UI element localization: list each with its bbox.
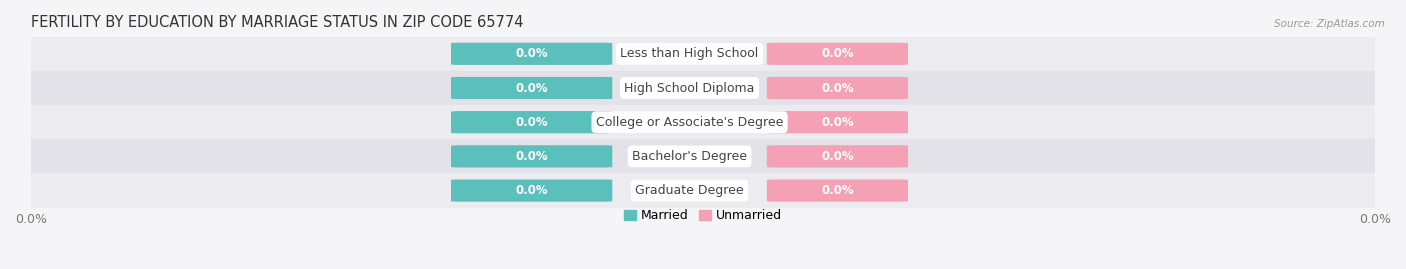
Text: 0.0%: 0.0% — [516, 82, 548, 94]
Text: 0.0%: 0.0% — [821, 116, 853, 129]
Bar — [31, 71, 1375, 105]
Text: 0.0%: 0.0% — [821, 82, 853, 94]
FancyBboxPatch shape — [451, 111, 612, 133]
Text: Graduate Degree: Graduate Degree — [636, 184, 744, 197]
Text: 0.0%: 0.0% — [516, 150, 548, 163]
Bar — [31, 174, 1375, 208]
FancyBboxPatch shape — [766, 43, 908, 65]
Text: 0.0%: 0.0% — [516, 116, 548, 129]
Bar — [31, 105, 1375, 139]
FancyBboxPatch shape — [451, 77, 612, 99]
FancyBboxPatch shape — [766, 77, 908, 99]
Text: Source: ZipAtlas.com: Source: ZipAtlas.com — [1274, 19, 1385, 29]
FancyBboxPatch shape — [766, 179, 908, 202]
Legend: Married, Unmarried: Married, Unmarried — [619, 204, 787, 227]
Text: 0.0%: 0.0% — [821, 47, 853, 60]
Text: College or Associate's Degree: College or Associate's Degree — [596, 116, 783, 129]
Text: Bachelor's Degree: Bachelor's Degree — [633, 150, 747, 163]
Text: Less than High School: Less than High School — [620, 47, 759, 60]
Text: 0.0%: 0.0% — [821, 184, 853, 197]
Text: 0.0%: 0.0% — [821, 150, 853, 163]
FancyBboxPatch shape — [451, 43, 612, 65]
FancyBboxPatch shape — [766, 145, 908, 168]
Text: 0.0%: 0.0% — [516, 47, 548, 60]
Text: FERTILITY BY EDUCATION BY MARRIAGE STATUS IN ZIP CODE 65774: FERTILITY BY EDUCATION BY MARRIAGE STATU… — [31, 15, 523, 30]
FancyBboxPatch shape — [766, 111, 908, 133]
FancyBboxPatch shape — [451, 145, 612, 168]
FancyBboxPatch shape — [451, 179, 612, 202]
Bar — [31, 37, 1375, 71]
Text: High School Diploma: High School Diploma — [624, 82, 755, 94]
Text: 0.0%: 0.0% — [516, 184, 548, 197]
Bar — [31, 139, 1375, 174]
